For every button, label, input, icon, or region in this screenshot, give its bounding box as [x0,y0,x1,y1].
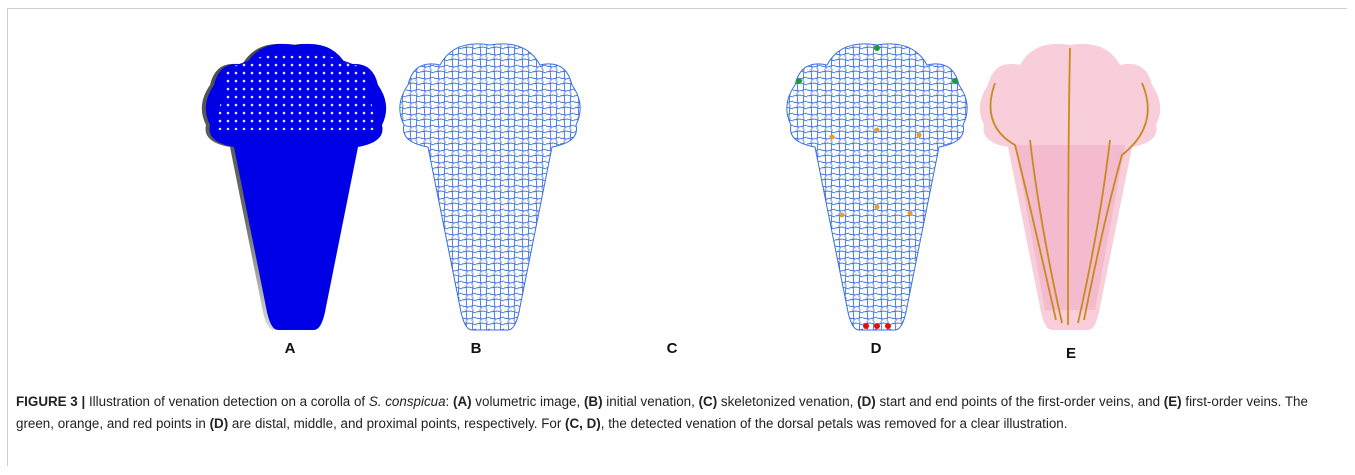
caption-text: : [446,394,453,409]
caption-text: volumetric image, [472,394,584,409]
panel-label: B [471,340,482,357]
caption-ref: (C, D) [565,416,601,431]
caption-ref: (C) [699,394,718,409]
caption-text: skeletonized venation, [717,394,857,409]
caption-text: are distal, middle, and proximal points,… [228,416,565,431]
panel-b-image [206,44,386,330]
caption-species: S. conspicua [369,394,446,409]
caption-text: , the detected venation of the dorsal pe… [601,416,1068,431]
caption-text: start and end points of the first-order … [876,394,1164,409]
figure-panels: A B C D E [0,0,1355,380]
figure-caption: FIGURE 3 | Illustration of venation dete… [16,391,1341,435]
panel-c-image [400,44,580,330]
caption-ref: (E) [1164,394,1182,409]
panel-e-image [980,44,1160,330]
caption-text: Illustration of venation detection on a … [85,394,369,409]
panel-label: C [667,340,678,357]
panel-label: A [285,340,296,357]
panel-label: E [1066,345,1076,362]
caption-ref: (B) [584,394,603,409]
panel-d-image [787,44,967,330]
panel-label: D [871,340,882,357]
caption-ref: (D) [210,416,229,431]
caption-ref: (A) [453,394,472,409]
caption-label: FIGURE 3 | [16,394,85,409]
caption-ref: (D) [857,394,876,409]
page: {"panels": [{"label": "A"}, {"label": "B… [0,0,1355,475]
caption-text: initial venation, [603,394,699,409]
